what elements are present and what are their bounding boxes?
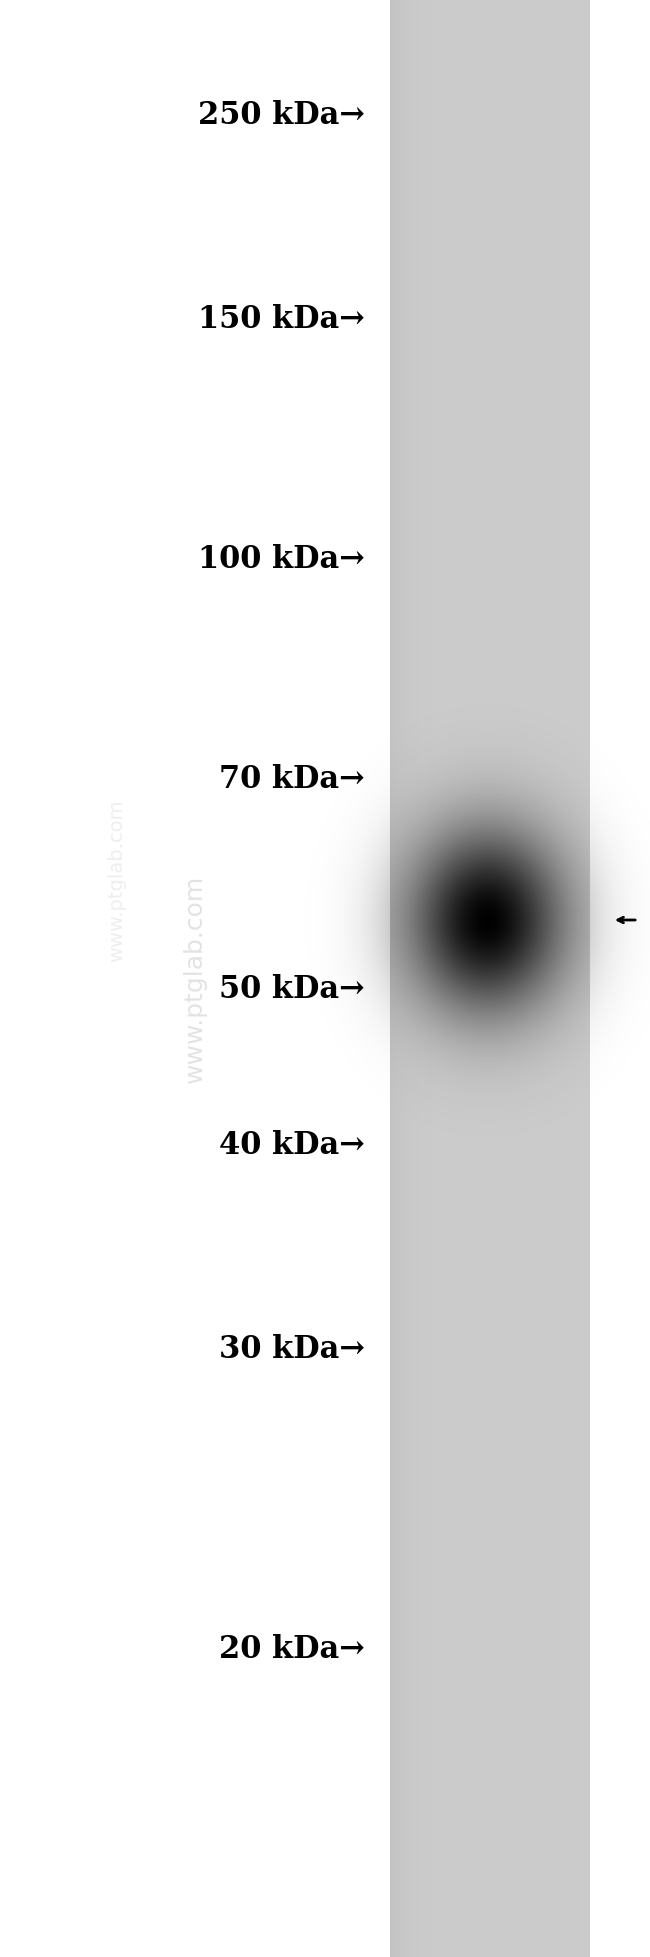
Text: 70 kDa→: 70 kDa→: [220, 765, 365, 795]
Text: 150 kDa→: 150 kDa→: [198, 305, 365, 335]
Text: 50 kDa→: 50 kDa→: [220, 975, 365, 1006]
Text: 100 kDa→: 100 kDa→: [198, 544, 365, 575]
Text: 30 kDa→: 30 kDa→: [219, 1335, 365, 1366]
Text: 40 kDa→: 40 kDa→: [219, 1129, 365, 1161]
Text: 20 kDa→: 20 kDa→: [219, 1634, 365, 1665]
Text: 250 kDa→: 250 kDa→: [198, 100, 365, 131]
Text: www.ptglab.com: www.ptglab.com: [183, 875, 207, 1082]
Text: www.ptglab.com: www.ptglab.com: [107, 798, 127, 963]
Bar: [390, 0, 590, 1957]
